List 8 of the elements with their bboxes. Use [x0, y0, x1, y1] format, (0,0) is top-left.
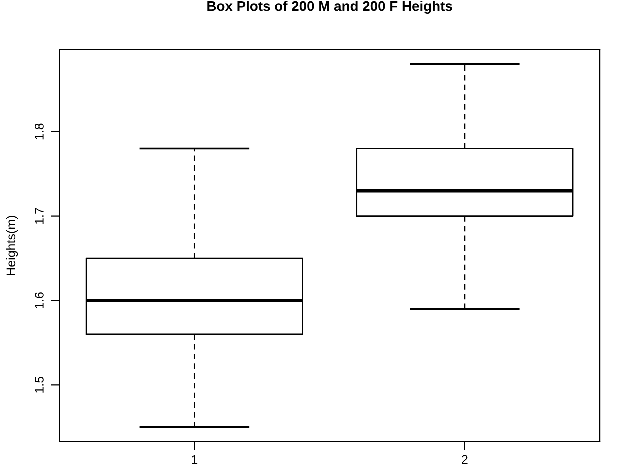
y-tick-label: 1.6 — [35, 292, 44, 308]
y-tick-label: 1.8 — [35, 124, 44, 140]
x-tick-label: 1 — [192, 455, 198, 464]
y-tick-label: 1.5 — [35, 376, 44, 393]
y-tick-label: 1.7 — [35, 208, 44, 224]
chart-title: Box Plots of 200 M and 200 F Heights — [208, 1, 452, 14]
x-tick-label: 2 — [462, 455, 468, 464]
y-axis-title: Heights(m) — [6, 216, 18, 276]
